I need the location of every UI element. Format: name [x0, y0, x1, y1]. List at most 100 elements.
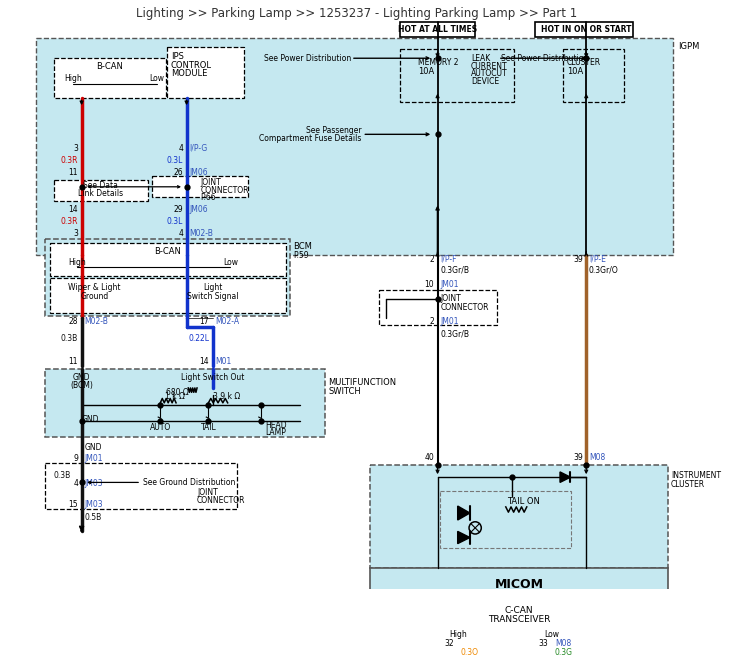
Text: HEAD: HEAD [266, 421, 287, 430]
Text: See Power Distribution: See Power Distribution [502, 54, 589, 62]
Text: M01: M01 [215, 358, 232, 366]
Text: 39: 39 [573, 255, 583, 264]
Text: 40: 40 [424, 454, 434, 462]
Text: MODULE: MODULE [171, 69, 207, 79]
Bar [562, 50, 624, 102]
Text: 0.3L: 0.3L [166, 156, 183, 165]
Text: 11: 11 [68, 168, 78, 177]
Text: P.66: P.66 [200, 193, 216, 202]
Text: DEVICE: DEVICE [471, 77, 499, 86]
Text: CLUSTER: CLUSTER [671, 480, 705, 489]
Text: GND: GND [73, 373, 90, 382]
Bar [400, 50, 514, 102]
Text: MULTIFUNCTION: MULTIFUNCTION [328, 378, 396, 387]
Text: 26: 26 [173, 168, 183, 177]
Text: SWITCH: SWITCH [328, 387, 361, 396]
Text: 0.3B: 0.3B [61, 333, 78, 343]
Text: JOINT: JOINT [197, 489, 217, 497]
Text: M02-A: M02-A [215, 317, 239, 326]
Text: GND: GND [84, 443, 102, 452]
Text: CONNECTOR: CONNECTOR [440, 303, 489, 312]
Text: 15: 15 [68, 500, 78, 509]
Bar [400, 22, 476, 37]
Text: See Passenger: See Passenger [306, 126, 362, 135]
Text: Ground: Ground [80, 292, 109, 300]
Text: TAIL: TAIL [200, 423, 216, 432]
Bar [45, 463, 237, 509]
Text: 4: 4 [74, 478, 78, 488]
Bar [53, 58, 166, 97]
Text: 4: 4 [178, 228, 183, 238]
Text: See Data: See Data [83, 181, 118, 190]
Bar [370, 601, 668, 628]
Text: INSTRUMENT: INSTRUMENT [671, 471, 721, 480]
Bar [45, 369, 325, 437]
Text: Link Details: Link Details [78, 190, 124, 198]
Text: 9: 9 [74, 454, 78, 463]
Bar [50, 243, 286, 276]
Text: 1 k Ω: 1 k Ω [165, 392, 184, 401]
Text: 4: 4 [178, 144, 183, 153]
Text: 32: 32 [445, 639, 454, 648]
Text: C-CAN: C-CAN [505, 605, 533, 615]
Text: 10A: 10A [419, 67, 434, 76]
Text: Low: Low [223, 259, 238, 267]
Text: CONNECTOR: CONNECTOR [200, 185, 249, 195]
Text: 11: 11 [68, 358, 78, 366]
Text: See Ground Distribution: See Ground Distribution [142, 478, 236, 487]
Text: 2: 2 [429, 255, 434, 264]
Text: 0.3Gr/B: 0.3Gr/B [440, 265, 470, 274]
Text: HOT AT ALL TIMES: HOT AT ALL TIMES [398, 25, 477, 34]
Text: JOINT: JOINT [200, 178, 221, 187]
Text: 29: 29 [173, 205, 183, 214]
Text: Wiper & Light: Wiper & Light [68, 283, 121, 292]
Text: 0.3Gr/B: 0.3Gr/B [440, 329, 470, 338]
Text: 0.3R: 0.3R [61, 156, 78, 165]
Text: B-CAN: B-CAN [154, 247, 181, 256]
Text: 10A: 10A [567, 67, 584, 76]
Text: LEAK: LEAK [471, 54, 490, 62]
Text: B-CAN: B-CAN [96, 62, 123, 71]
Text: JM01: JM01 [84, 454, 103, 463]
Text: Switch Signal: Switch Signal [187, 292, 238, 300]
Text: 39: 39 [573, 454, 583, 462]
Bar [370, 568, 668, 601]
Polygon shape [458, 506, 470, 520]
Text: 10: 10 [424, 280, 434, 289]
Text: Low: Low [149, 74, 164, 83]
Text: Light Switch Out: Light Switch Out [181, 373, 244, 382]
Text: Compartment Fuse Details: Compartment Fuse Details [259, 134, 362, 143]
Text: MEMORY 2: MEMORY 2 [419, 58, 459, 67]
Text: IGPM: IGPM [678, 42, 700, 51]
Bar [45, 239, 290, 317]
Text: M02-B: M02-B [84, 317, 108, 326]
Text: 33: 33 [539, 639, 549, 648]
Text: HOT IN ON OR START: HOT IN ON OR START [541, 25, 632, 34]
Bar [53, 180, 148, 201]
Text: JM01: JM01 [440, 317, 459, 326]
Bar [535, 22, 632, 37]
Text: CURRENT: CURRENT [471, 62, 508, 71]
Text: 3: 3 [74, 228, 78, 238]
Text: 0.5B: 0.5B [84, 513, 101, 522]
Text: 0.3B: 0.3B [53, 471, 70, 480]
Text: AUTOCUT: AUTOCUT [471, 69, 508, 79]
Text: See Power Distribution: See Power Distribution [264, 54, 351, 62]
Text: 0.3L: 0.3L [166, 217, 183, 226]
Text: CONTROL: CONTROL [171, 60, 211, 70]
Polygon shape [560, 472, 571, 482]
Text: 0.3Gr/O: 0.3Gr/O [589, 265, 619, 274]
Text: 0.22L: 0.22L [188, 333, 209, 343]
Text: JM03: JM03 [84, 478, 103, 488]
Text: 14: 14 [68, 205, 78, 214]
Text: I/P-G: I/P-G [189, 144, 208, 153]
Bar [167, 47, 244, 97]
Bar [152, 176, 248, 198]
Bar [36, 38, 673, 255]
Text: I/P-F: I/P-F [440, 255, 457, 264]
Text: MICOM: MICOM [494, 578, 544, 591]
Text: High: High [448, 630, 466, 639]
Bar [440, 491, 572, 548]
Text: TAIL ON: TAIL ON [507, 497, 540, 506]
Text: 0.3R: 0.3R [61, 217, 78, 226]
